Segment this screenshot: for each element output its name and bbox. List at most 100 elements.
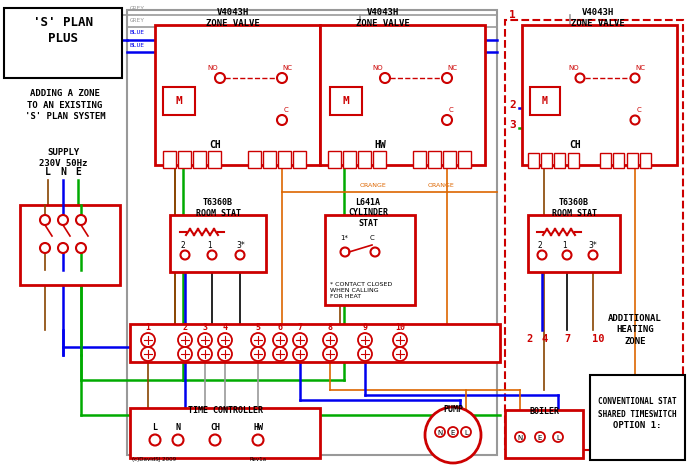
- Circle shape: [273, 347, 287, 361]
- Text: T6360B
ROOM STAT: T6360B ROOM STAT: [551, 198, 596, 218]
- Bar: [590, 375, 685, 460]
- Circle shape: [371, 248, 380, 256]
- Bar: [163, 151, 176, 168]
- Circle shape: [253, 434, 264, 446]
- Text: HW: HW: [374, 140, 386, 150]
- Text: BLUE: BLUE: [130, 30, 145, 35]
- Bar: [325, 215, 415, 305]
- Bar: [127, 10, 497, 455]
- Text: M: M: [176, 96, 182, 106]
- Bar: [528, 215, 620, 272]
- Circle shape: [76, 215, 86, 225]
- Text: ADDITIONAL
HEATING
ZONE: ADDITIONAL HEATING ZONE: [608, 314, 662, 346]
- Circle shape: [251, 347, 265, 361]
- Text: Rev1a: Rev1a: [250, 457, 267, 462]
- Text: 2: 2: [181, 241, 186, 250]
- Bar: [568, 153, 579, 168]
- Bar: [155, 25, 320, 165]
- Bar: [330, 87, 362, 115]
- Text: V4043H
ZONE VALVE: V4043H ZONE VALVE: [206, 8, 260, 28]
- Bar: [541, 153, 552, 168]
- Text: L: L: [152, 423, 157, 432]
- Text: HW: HW: [253, 423, 263, 432]
- Text: 2: 2: [182, 323, 188, 332]
- Text: TIME CONTROLLER: TIME CONTROLLER: [188, 406, 262, 415]
- Circle shape: [218, 333, 232, 347]
- Circle shape: [442, 73, 452, 83]
- Circle shape: [562, 250, 571, 259]
- Circle shape: [442, 115, 452, 125]
- Bar: [522, 25, 677, 165]
- Circle shape: [141, 333, 155, 347]
- Bar: [163, 87, 195, 115]
- Text: 1: 1: [562, 241, 567, 250]
- Text: C: C: [284, 107, 288, 113]
- Text: BLUE: BLUE: [130, 43, 145, 48]
- Circle shape: [323, 333, 337, 347]
- Circle shape: [208, 250, 217, 259]
- Text: M: M: [542, 96, 548, 106]
- Circle shape: [210, 434, 221, 446]
- Text: 1: 1: [509, 10, 515, 20]
- Text: ADDING A ZONE
TO AN EXISTING
'S' PLAN SYSTEM: ADDING A ZONE TO AN EXISTING 'S' PLAN SY…: [25, 89, 106, 121]
- Bar: [208, 151, 221, 168]
- Bar: [130, 408, 320, 458]
- Text: 4: 4: [222, 323, 228, 332]
- Circle shape: [575, 73, 584, 82]
- Text: 1*: 1*: [340, 235, 348, 241]
- Text: NC: NC: [635, 65, 645, 71]
- Text: SUPPLY
230V 50Hz: SUPPLY 230V 50Hz: [39, 148, 87, 168]
- Text: C: C: [449, 107, 454, 113]
- Text: N: N: [518, 435, 522, 441]
- Circle shape: [181, 250, 190, 259]
- Bar: [600, 153, 611, 168]
- Bar: [528, 153, 539, 168]
- Text: 1: 1: [208, 241, 213, 250]
- Circle shape: [198, 347, 212, 361]
- Text: 6: 6: [277, 323, 282, 332]
- Circle shape: [218, 347, 232, 361]
- Text: 7: 7: [564, 334, 570, 344]
- Circle shape: [631, 116, 640, 124]
- Bar: [554, 153, 565, 168]
- Circle shape: [293, 333, 307, 347]
- Bar: [278, 151, 291, 168]
- Bar: [613, 153, 624, 168]
- Text: (c)DavidSJ 2009: (c)DavidSJ 2009: [132, 457, 176, 462]
- Circle shape: [358, 333, 372, 347]
- Bar: [373, 151, 386, 168]
- Circle shape: [358, 347, 372, 361]
- Circle shape: [435, 427, 445, 437]
- Text: C: C: [637, 107, 642, 113]
- Text: 4: 4: [542, 334, 549, 344]
- Text: L: L: [45, 167, 51, 177]
- Text: ORANGE: ORANGE: [428, 183, 455, 188]
- Bar: [505, 410, 583, 458]
- Text: NC: NC: [447, 65, 457, 71]
- Text: N: N: [437, 430, 442, 436]
- Circle shape: [380, 73, 390, 83]
- Bar: [458, 151, 471, 168]
- Text: * CONTACT CLOSED
WHEN CALLING
FOR HEAT: * CONTACT CLOSED WHEN CALLING FOR HEAT: [330, 282, 392, 299]
- Bar: [320, 25, 485, 165]
- Text: 7: 7: [297, 323, 302, 332]
- Text: T6360B
ROOM STAT: T6360B ROOM STAT: [195, 198, 241, 218]
- Text: V4043H
ZONE VALVE: V4043H ZONE VALVE: [571, 8, 625, 28]
- Bar: [413, 151, 426, 168]
- Circle shape: [553, 432, 563, 442]
- Text: E: E: [75, 167, 81, 177]
- Text: GREY: GREY: [130, 6, 145, 11]
- Bar: [627, 153, 638, 168]
- Bar: [20, 205, 120, 285]
- Text: 1: 1: [146, 323, 150, 332]
- Text: BOILER: BOILER: [529, 407, 559, 416]
- Text: 5: 5: [255, 323, 261, 332]
- Bar: [505, 20, 683, 450]
- Bar: [4, 8, 122, 78]
- Text: ORANGE: ORANGE: [360, 183, 387, 188]
- Text: NC: NC: [282, 65, 292, 71]
- Text: 10: 10: [395, 323, 405, 332]
- Circle shape: [58, 215, 68, 225]
- Bar: [640, 153, 651, 168]
- Text: N: N: [175, 423, 181, 432]
